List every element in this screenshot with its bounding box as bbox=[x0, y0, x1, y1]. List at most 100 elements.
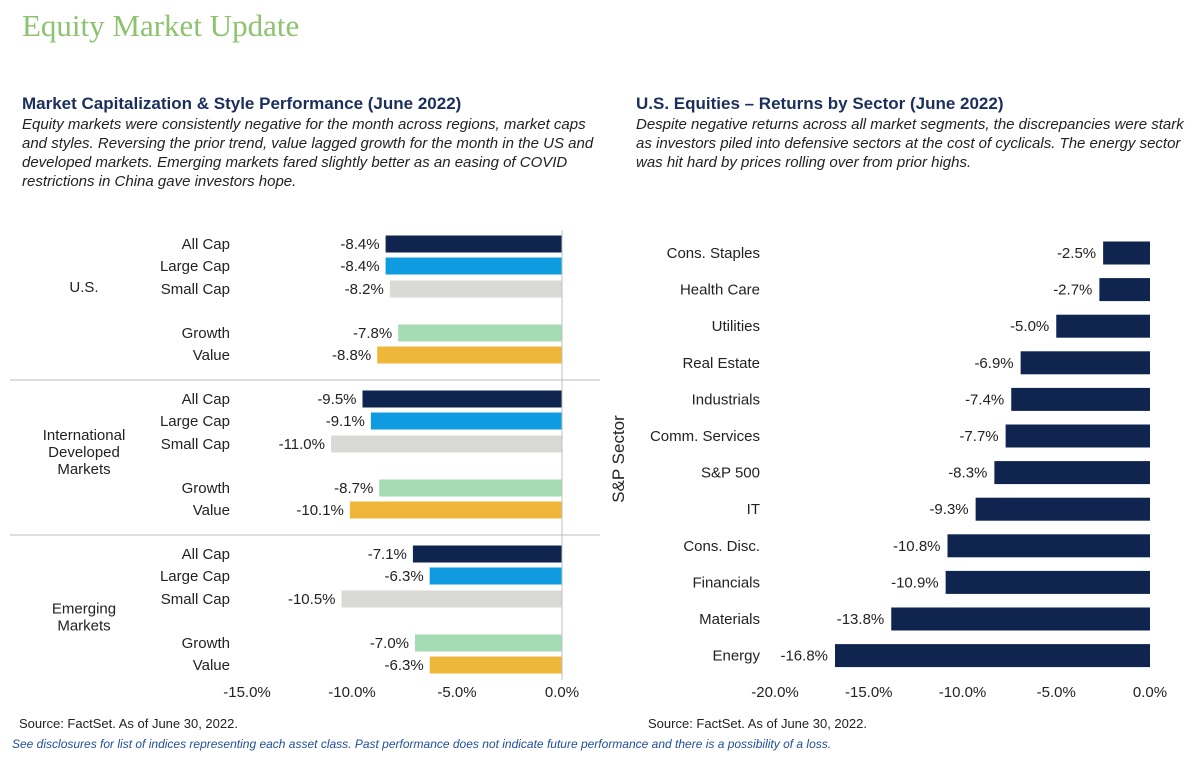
sector-label-it: IT bbox=[747, 501, 760, 518]
category-label-growth: Growth bbox=[182, 325, 230, 342]
data-label-international-developed-markets-value: -10.1% bbox=[296, 502, 344, 519]
style-chart-description: Equity markets were consistently negativ… bbox=[22, 116, 594, 190]
sector-label-cons-staples: Cons. Staples bbox=[667, 245, 760, 262]
data-label-emerging-markets-value: -6.3% bbox=[385, 657, 424, 674]
category-label-growth: Growth bbox=[182, 635, 230, 652]
sector-label-s-p-500: S&P 500 bbox=[701, 465, 760, 482]
bar-sector-utilities bbox=[1056, 314, 1150, 338]
disclosure-note: See disclosures for list of indices repr… bbox=[12, 737, 832, 751]
bar-sector-industrials bbox=[1011, 387, 1150, 411]
data-label-sector-utilities: -5.0% bbox=[1010, 318, 1049, 335]
bar-u-s-large-cap bbox=[385, 257, 562, 275]
sector-label-real-estate: Real Estate bbox=[682, 355, 760, 372]
sector-label-cons-disc: Cons. Disc. bbox=[683, 538, 760, 555]
sector-label-financials: Financials bbox=[692, 574, 760, 591]
x-tick-label: 0.0% bbox=[1133, 684, 1167, 701]
bar-international-developed-markets-value bbox=[349, 501, 562, 519]
sector-label-energy: Energy bbox=[712, 648, 760, 665]
category-label-large-cap: Large Cap bbox=[160, 258, 230, 275]
data-label-u-s-growth: -7.8% bbox=[353, 325, 392, 342]
category-label-all-cap: All Cap bbox=[182, 391, 230, 408]
data-label-sector-cons-disc: -10.8% bbox=[893, 538, 941, 555]
bar-sector-cons-staples bbox=[1103, 241, 1150, 265]
data-label-sector-cons-staples: -2.5% bbox=[1057, 245, 1096, 262]
x-tick-label: 0.0% bbox=[545, 684, 579, 701]
sector-label-health-care: Health Care bbox=[680, 282, 760, 299]
category-label-value: Value bbox=[193, 502, 230, 519]
sector-returns-chart: Cons. Staples -2.5% Health Care -2.7% Utilit… bbox=[609, 241, 1167, 701]
sector-label-materials: Materials bbox=[699, 611, 760, 628]
category-label-growth: Growth bbox=[182, 480, 230, 497]
data-label-sector-it: -9.3% bbox=[929, 501, 968, 518]
bar-emerging-markets-all-cap bbox=[412, 545, 562, 563]
group-label-international-developed-markets: International bbox=[43, 427, 126, 444]
sector-chart-source: Source: FactSet. As of June 30, 2022. bbox=[648, 716, 867, 731]
data-label-emerging-markets-growth: -7.0% bbox=[370, 635, 409, 652]
data-label-international-developed-markets-all-cap: -9.5% bbox=[317, 391, 356, 408]
bar-sector-cons-disc bbox=[947, 534, 1150, 558]
bar-u-s-growth bbox=[398, 324, 562, 342]
data-label-sector-health-care: -2.7% bbox=[1053, 282, 1092, 299]
category-label-value: Value bbox=[193, 347, 230, 364]
bar-international-developed-markets-growth bbox=[379, 479, 562, 497]
category-label-small-cap: Small Cap bbox=[161, 281, 230, 298]
data-label-international-developed-markets-small-cap: -11.0% bbox=[279, 436, 325, 453]
x-tick-label: -5.0% bbox=[1037, 684, 1076, 701]
data-label-sector-financials: -10.9% bbox=[891, 574, 939, 591]
bar-emerging-markets-value bbox=[429, 656, 562, 674]
bar-u-s-all-cap bbox=[385, 235, 562, 253]
data-label-u-s-small-cap: -8.2% bbox=[345, 281, 384, 298]
data-label-sector-materials: -13.8% bbox=[837, 611, 885, 628]
sector-chart-description: Despite negative returns across all mark… bbox=[636, 116, 1184, 171]
style-chart-source: Source: FactSet. As of June 30, 2022. bbox=[19, 716, 238, 731]
x-tick-label: -15.0% bbox=[223, 684, 271, 701]
data-label-u-s-value: -8.8% bbox=[332, 347, 371, 364]
group-label-u-s: U.S. bbox=[69, 279, 98, 296]
data-label-emerging-markets-large-cap: -6.3% bbox=[385, 568, 424, 585]
bar-international-developed-markets-small-cap bbox=[331, 435, 562, 453]
data-label-u-s-all-cap: -8.4% bbox=[340, 236, 379, 253]
x-tick-label: -10.0% bbox=[939, 684, 987, 701]
sector-label-utilities: Utilities bbox=[712, 318, 760, 335]
bar-u-s-value bbox=[377, 346, 562, 364]
group-label-emerging-markets: Markets bbox=[57, 618, 110, 635]
category-label-large-cap: Large Cap bbox=[160, 413, 230, 430]
data-label-sector-real-estate: -6.9% bbox=[974, 355, 1013, 372]
data-label-sector-energy: -16.8% bbox=[780, 648, 828, 665]
bar-international-developed-markets-all-cap bbox=[362, 390, 562, 408]
bar-sector-materials bbox=[891, 607, 1150, 631]
data-label-international-developed-markets-large-cap: -9.1% bbox=[326, 413, 365, 430]
bar-emerging-markets-small-cap bbox=[341, 590, 562, 608]
category-label-small-cap: Small Cap bbox=[161, 591, 230, 608]
data-label-international-developed-markets-growth: -8.7% bbox=[334, 480, 373, 497]
category-label-small-cap: Small Cap bbox=[161, 436, 230, 453]
bar-sector-financials bbox=[945, 570, 1150, 594]
bar-international-developed-markets-large-cap bbox=[370, 412, 562, 430]
data-label-emerging-markets-all-cap: -7.1% bbox=[368, 546, 407, 563]
x-tick-label: -5.0% bbox=[437, 684, 476, 701]
bar-emerging-markets-large-cap bbox=[429, 567, 562, 585]
data-label-sector-s-p-500: -8.3% bbox=[948, 465, 987, 482]
data-label-sector-comm-services: -7.7% bbox=[959, 428, 998, 445]
bar-sector-real-estate bbox=[1020, 351, 1150, 375]
group-label-international-developed-markets: Developed bbox=[48, 444, 120, 461]
bar-sector-energy bbox=[835, 644, 1150, 668]
x-tick-label: -10.0% bbox=[328, 684, 376, 701]
category-label-all-cap: All Cap bbox=[182, 546, 230, 563]
sector-label-industrials: Industrials bbox=[692, 391, 760, 408]
sector-label-comm-services: Comm. Services bbox=[650, 428, 760, 445]
category-label-large-cap: Large Cap bbox=[160, 568, 230, 585]
data-label-u-s-large-cap: -8.4% bbox=[340, 258, 379, 275]
bar-sector-health-care bbox=[1099, 278, 1150, 302]
data-label-emerging-markets-small-cap: -10.5% bbox=[288, 591, 336, 608]
bar-sector-comm-services bbox=[1005, 424, 1150, 448]
y-axis-label: S&P Sector bbox=[609, 415, 628, 503]
sector-chart-title: U.S. Equities – Returns by Sector (June … bbox=[636, 94, 1004, 113]
category-label-all-cap: All Cap bbox=[182, 236, 230, 253]
page-title: Equity Market Update bbox=[22, 8, 300, 43]
group-label-international-developed-markets: Markets bbox=[57, 461, 110, 478]
x-tick-label: -15.0% bbox=[845, 684, 893, 701]
bar-u-s-small-cap bbox=[389, 280, 562, 298]
style-chart-title: Market Capitalization & Style Performanc… bbox=[22, 94, 462, 113]
data-label-sector-industrials: -7.4% bbox=[965, 391, 1004, 408]
